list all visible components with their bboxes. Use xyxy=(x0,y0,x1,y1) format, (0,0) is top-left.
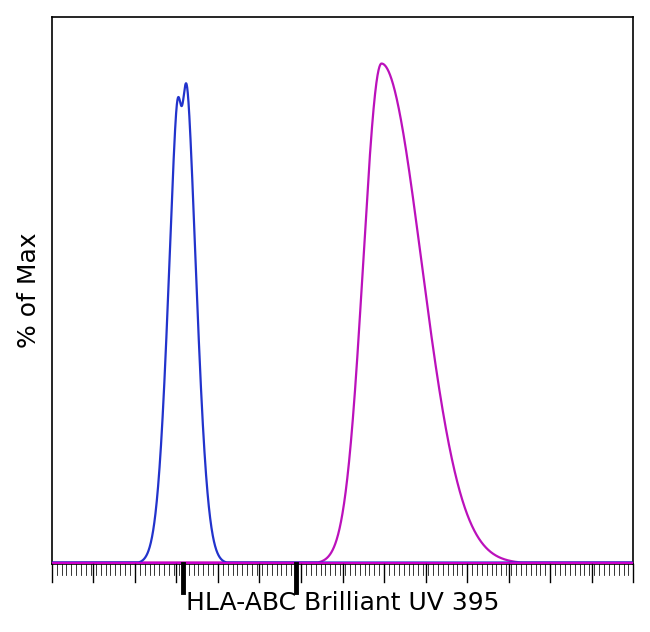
X-axis label: HLA-ABC Brilliant UV 395: HLA-ABC Brilliant UV 395 xyxy=(186,592,499,616)
Y-axis label: % of Max: % of Max xyxy=(17,233,41,348)
